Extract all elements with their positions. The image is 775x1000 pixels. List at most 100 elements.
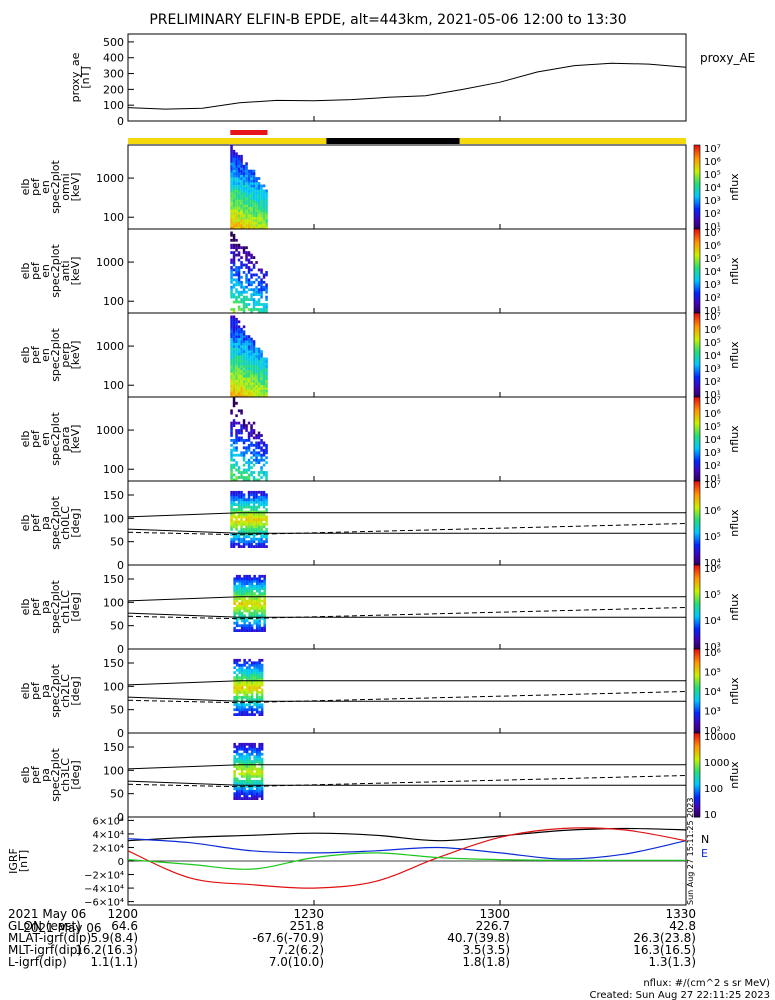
perp-cell bbox=[230, 325, 233, 329]
para-colorbar-cell bbox=[694, 443, 700, 446]
ch3-cell bbox=[238, 784, 241, 788]
ch1-colorbar-cell bbox=[694, 569, 700, 572]
anti-colorbar-cell bbox=[694, 285, 700, 289]
para-cell bbox=[235, 461, 238, 464]
para-colorbar-cell bbox=[694, 420, 700, 423]
omni-cell bbox=[255, 214, 258, 217]
para-cell bbox=[230, 431, 233, 435]
omni-cell bbox=[250, 191, 253, 195]
ch0-cell bbox=[230, 540, 233, 544]
perp-cell bbox=[262, 357, 266, 361]
para-cell bbox=[230, 429, 233, 432]
ch3-cell bbox=[238, 755, 241, 758]
perp-cell bbox=[240, 364, 243, 368]
ch1-ytick-label: 0 bbox=[117, 643, 124, 656]
perp-cell bbox=[255, 350, 258, 353]
anti-colorbar-tick-label: 10⁵ bbox=[704, 254, 721, 265]
anti-cell bbox=[260, 271, 263, 274]
ch3-cell bbox=[258, 767, 261, 771]
ch3-cell bbox=[233, 794, 236, 798]
ch1-cell bbox=[258, 587, 261, 590]
para-cell bbox=[235, 463, 238, 467]
ch3-colorbar-cell bbox=[694, 775, 700, 778]
ch2-cell bbox=[243, 705, 246, 709]
para-cell bbox=[242, 463, 246, 467]
anti-colorbar-cell bbox=[694, 239, 700, 243]
ch3-cell bbox=[250, 794, 254, 798]
omni-cell bbox=[240, 189, 243, 193]
perp-cell bbox=[265, 387, 268, 390]
omni-ytick-label: 100 bbox=[103, 211, 124, 224]
ch1-cell bbox=[238, 587, 241, 590]
ch3-cell bbox=[255, 797, 259, 800]
ch3-cell bbox=[255, 767, 259, 771]
ch0-cell bbox=[242, 545, 246, 548]
para-colorbar-cell bbox=[694, 457, 700, 461]
ch3-cell bbox=[240, 779, 244, 783]
ch2-colorbar-cell bbox=[694, 718, 700, 721]
perp-cell bbox=[237, 379, 241, 383]
omni-ytick-label: 1000 bbox=[96, 172, 124, 185]
anti-cell bbox=[265, 285, 268, 289]
anti-cell bbox=[247, 280, 251, 284]
perp-cell bbox=[255, 355, 258, 358]
omni-cell bbox=[237, 177, 241, 180]
para-cell bbox=[250, 434, 253, 437]
ch0-cell bbox=[260, 498, 263, 502]
omni-cell bbox=[232, 179, 236, 183]
ch2-cell bbox=[248, 695, 251, 699]
omni-cell bbox=[235, 221, 238, 225]
ch0-cell bbox=[260, 513, 263, 516]
perp-cell bbox=[257, 374, 261, 378]
para-cell bbox=[247, 439, 251, 442]
omni-cell bbox=[240, 182, 243, 185]
omni-cell bbox=[245, 209, 248, 212]
anti-cell bbox=[235, 278, 238, 282]
ch1-cell bbox=[255, 629, 259, 632]
para-cell bbox=[252, 463, 256, 467]
ch1-cell bbox=[245, 629, 249, 632]
omni-cell bbox=[262, 204, 266, 208]
omni-cell bbox=[257, 224, 261, 227]
anti-cell bbox=[252, 280, 256, 284]
ch3-cell bbox=[253, 762, 256, 766]
ch2-cell bbox=[240, 666, 244, 670]
anti-cell bbox=[237, 266, 241, 269]
perp-cell bbox=[245, 357, 248, 361]
igrf-ytick-label: 4×10⁴ bbox=[93, 830, 124, 841]
perp-cell bbox=[242, 350, 246, 353]
igrf-ytick-label: −6×10⁴ bbox=[84, 898, 124, 909]
perp-cell bbox=[242, 359, 246, 363]
perp-cell bbox=[250, 362, 253, 366]
omni-cell bbox=[255, 196, 258, 200]
omni-cell bbox=[252, 211, 256, 215]
ch0-cell bbox=[240, 495, 243, 499]
ch2-cell bbox=[235, 678, 239, 682]
para-colorbar-cell bbox=[694, 462, 700, 465]
omni-cell bbox=[230, 226, 233, 230]
ch3-cell bbox=[250, 750, 254, 754]
perp-cell bbox=[230, 350, 233, 353]
anti-cell bbox=[252, 263, 256, 267]
omni-cell bbox=[240, 201, 243, 205]
para-cell bbox=[235, 434, 238, 437]
perp-cell bbox=[260, 359, 263, 363]
ch0-cell bbox=[257, 495, 261, 499]
anti-cell bbox=[232, 295, 236, 299]
anti-cell bbox=[252, 293, 256, 296]
para-frame bbox=[127, 396, 687, 482]
omni-cell bbox=[240, 206, 243, 210]
ch2-cell bbox=[243, 703, 246, 707]
ch0-cell bbox=[260, 545, 263, 548]
anti-cell bbox=[230, 261, 233, 264]
ch3-cell bbox=[240, 782, 244, 786]
omni-cell bbox=[230, 211, 233, 215]
ch0-cell bbox=[255, 525, 258, 529]
anti-cell bbox=[245, 280, 248, 284]
ch3-cell bbox=[238, 762, 241, 766]
para-colorbar-cell bbox=[694, 478, 700, 482]
ch1-colorbar-cell bbox=[694, 628, 700, 631]
ch0-cell bbox=[232, 513, 236, 516]
ch1-cell bbox=[245, 602, 249, 605]
ch1-cell bbox=[245, 574, 249, 578]
